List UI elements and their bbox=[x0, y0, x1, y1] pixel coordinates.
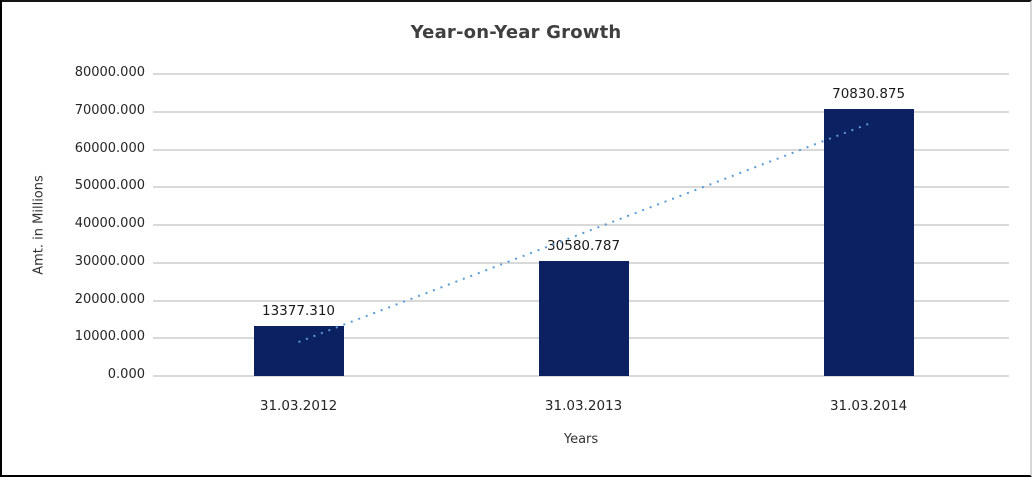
gridline bbox=[153, 148, 1009, 151]
plot-area: 13377.310 30580.787 70830.875 bbox=[153, 73, 1009, 377]
y-tick-label: 60000.000 bbox=[74, 140, 145, 156]
bar-value-label: 30580.787 bbox=[547, 237, 621, 254]
y-tick-label: 40000.000 bbox=[74, 216, 145, 231]
gridline bbox=[153, 110, 1009, 113]
gridline bbox=[153, 73, 1009, 75]
y-tick-label: 50000.000 bbox=[74, 178, 145, 194]
x-tick-label: 31.03.2014 bbox=[829, 398, 908, 414]
bar-value-label: 70830.875 bbox=[832, 85, 906, 102]
y-tick-label: 30000.000 bbox=[74, 253, 145, 269]
bar-31.03.2013[interactable] bbox=[538, 260, 629, 376]
x-tick-label: 31.03.2013 bbox=[544, 398, 623, 414]
y-tick-label: 70000.000 bbox=[74, 102, 145, 118]
y-tick-label: 0.000 bbox=[107, 367, 145, 382]
trendline bbox=[298, 122, 869, 343]
x-axis-title: Years bbox=[563, 432, 599, 447]
bar-31.03.2012[interactable] bbox=[253, 325, 344, 376]
bar-31.03.2014[interactable] bbox=[823, 108, 914, 376]
y-tick-label: 20000.000 bbox=[74, 291, 145, 307]
gridline bbox=[153, 375, 1009, 377]
chart-title: Year-on-Year Growth bbox=[410, 22, 622, 43]
y-tick-label: 80000.000 bbox=[74, 65, 145, 80]
y-tick-label: 10000.000 bbox=[74, 329, 145, 345]
gridline bbox=[153, 186, 1009, 189]
gridline bbox=[153, 224, 1009, 226]
bar-value-label: 13377.310 bbox=[262, 302, 336, 319]
x-tick-label: 31.03.2012 bbox=[259, 398, 338, 414]
